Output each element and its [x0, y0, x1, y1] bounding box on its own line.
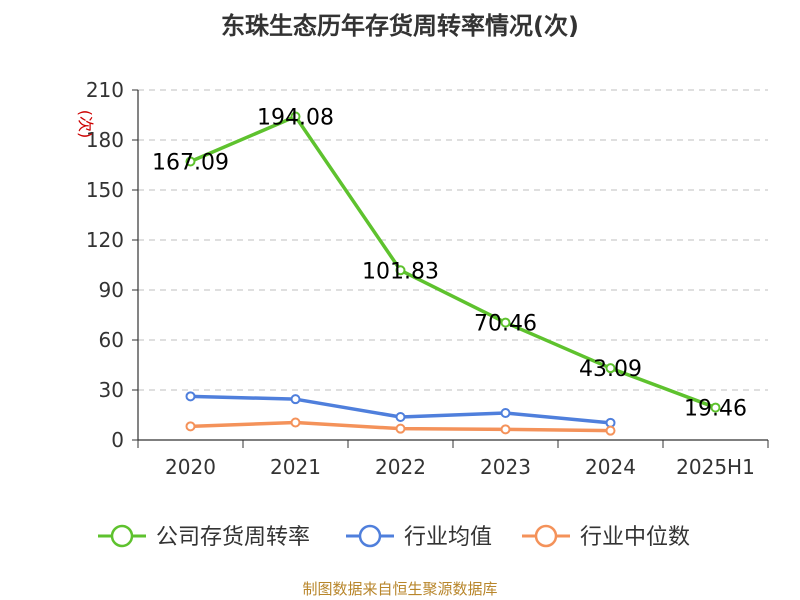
- x-tick-label: 2024: [585, 455, 636, 479]
- y-tick-label: 60: [99, 328, 124, 352]
- grid-lines: [138, 89, 768, 391]
- data-point: [290, 111, 301, 122]
- legend-item-0[interactable]: 公司存货周转率: [98, 524, 310, 550]
- x-tick-label: 2020: [165, 455, 216, 479]
- data-point: [185, 421, 196, 432]
- x-tick-label: 2023: [480, 455, 531, 479]
- legend-marker: [358, 524, 382, 548]
- data-label: 101.83: [362, 259, 439, 284]
- y-tick-label: 120: [86, 228, 124, 252]
- legend-marker: [534, 524, 558, 548]
- data-point: [395, 265, 406, 276]
- data-point: [290, 394, 301, 405]
- series-lines: [185, 111, 721, 436]
- y-tick-label: 0: [111, 428, 124, 452]
- axes: 0 30 60 90 120 150 180 210 (次) 2020 2021 2022 2023 20…: [76, 78, 769, 479]
- data-point: [500, 408, 511, 418]
- data-point: [185, 156, 196, 167]
- legend-label: 公司存货周转率: [156, 525, 310, 550]
- data-label: 167.09: [152, 151, 229, 176]
- legend-item-2[interactable]: 行业中位数: [522, 524, 690, 550]
- x-tick-label: 2025H1: [676, 455, 755, 479]
- y-tick-label: 210: [86, 78, 124, 102]
- data-point: [500, 317, 511, 328]
- data-labels: 167.09 194.08 101.83 70.46 43.09 19.46: [152, 106, 747, 422]
- data-label: 19.46: [684, 397, 747, 422]
- data-label: 43.09: [579, 357, 642, 382]
- y-tick-label: 180: [86, 128, 124, 152]
- series-line-0: [188, 114, 718, 410]
- data-point: [290, 417, 301, 428]
- data-label: 194.08: [257, 106, 334, 131]
- y-tick-label: 30: [99, 378, 124, 402]
- chart-title: 东珠生态历年存货周转率情况(次): [221, 12, 579, 40]
- y-axis-unit-label: (次): [76, 110, 95, 139]
- data-label: 70.46: [474, 312, 537, 337]
- y-tick-label: 150: [86, 178, 124, 202]
- data-point: [500, 424, 511, 435]
- x-tick-label: 2021: [270, 455, 321, 479]
- source-note: 制图数据来自恒生聚源数据库: [302, 580, 498, 598]
- legend-item-1[interactable]: 行业均值: [346, 524, 492, 550]
- data-point: [710, 402, 721, 413]
- legend-label: 行业中位数: [580, 525, 690, 550]
- legend-label: 行业均值: [404, 525, 492, 550]
- data-point: [605, 425, 616, 436]
- data-point: [395, 412, 406, 422]
- x-tick-label: 2022: [375, 455, 426, 479]
- legend[interactable]: 公司存货周转率 行业均值 行业中位数: [98, 524, 690, 550]
- y-tick-label: 90: [99, 278, 124, 302]
- data-point: [605, 417, 616, 428]
- data-point: [605, 363, 616, 374]
- legend-marker: [110, 524, 134, 548]
- data-point: [185, 391, 196, 402]
- data-point: [395, 423, 406, 434]
